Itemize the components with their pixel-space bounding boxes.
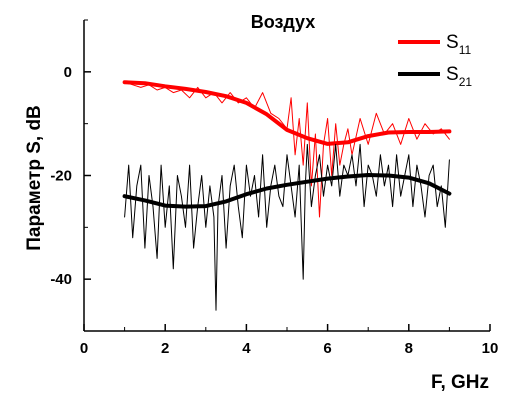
- y-tick-label: 0: [64, 64, 72, 81]
- x-axis-title: F, GHz: [431, 372, 489, 393]
- series-line-s21: [124, 143, 450, 311]
- legend-label: S11: [446, 32, 471, 57]
- series-line-s11: [124, 81, 450, 218]
- x-tick-label: 6: [323, 340, 331, 357]
- x-tick-label: 2: [161, 340, 169, 357]
- y-ticks: -40 -20 0: [50, 19, 91, 332]
- series-line-s11-fit: [122, 80, 452, 146]
- x-tick-label: 8: [405, 340, 413, 357]
- x-tick-label: 10: [482, 340, 499, 357]
- x-ticks: 0 2 4 6 8 10: [80, 324, 499, 357]
- chart-title: Воздух: [251, 12, 316, 32]
- x-tick-label: 0: [80, 340, 88, 357]
- series-line-s21-fit: [122, 173, 452, 209]
- x-tick-label: 4: [242, 340, 251, 357]
- legend-label: S21: [446, 64, 472, 89]
- y-tick-label: -20: [50, 168, 72, 185]
- y-axis-title: Параметр S, dB: [24, 105, 45, 251]
- series-layer: [122, 80, 452, 311]
- y-tick-label: -40: [50, 271, 72, 288]
